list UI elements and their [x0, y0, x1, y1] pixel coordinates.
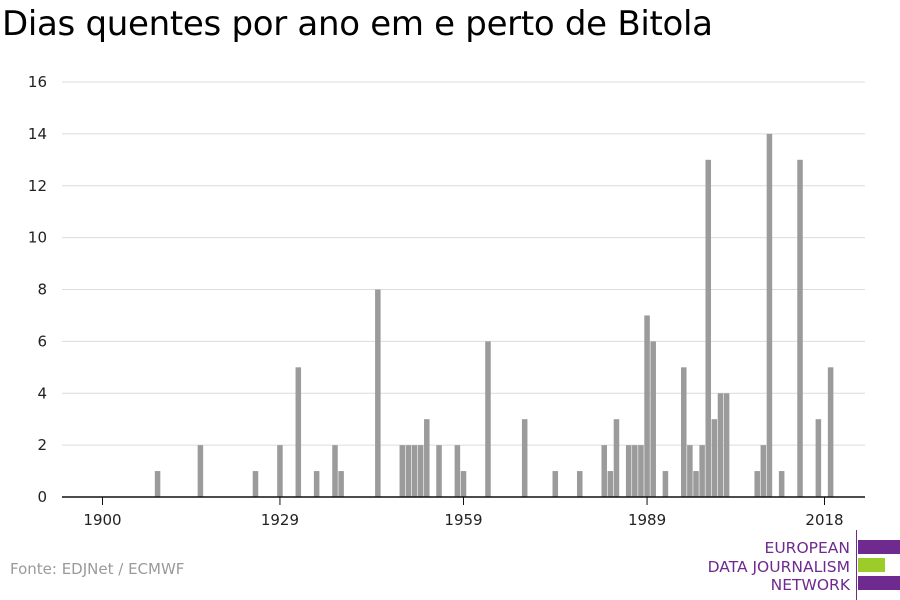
- x-tick-label: 1989: [628, 511, 666, 529]
- bar-1987[interactable]: [632, 445, 638, 498]
- logo-line-2: DATA JOURNALISM: [707, 558, 850, 576]
- y-tick-label: 16: [28, 73, 47, 91]
- bar-2007[interactable]: [754, 471, 760, 497]
- bar-1986[interactable]: [625, 445, 632, 498]
- axes: 0 2 4 6 8 10 12 14 16 1900 1929 1959 1989 2018: [28, 73, 865, 529]
- bar-1938[interactable]: [332, 445, 338, 498]
- bar-1982[interactable]: [601, 445, 607, 498]
- bar-1958[interactable]: [454, 445, 461, 498]
- bar-2000[interactable]: [711, 419, 718, 497]
- bar-1997[interactable]: [693, 471, 699, 497]
- bar-1988[interactable]: [638, 445, 644, 498]
- logo-bar-purple-bottom: [858, 576, 900, 590]
- bar-1998[interactable]: [699, 445, 705, 498]
- bar-1989[interactable]: [644, 315, 650, 497]
- bar-1983[interactable]: [607, 471, 614, 497]
- bar-1932[interactable]: [295, 367, 302, 497]
- x-tick-label: 2018: [805, 511, 843, 529]
- bar-1996[interactable]: [687, 445, 693, 498]
- bar-1953[interactable]: [424, 419, 430, 497]
- bar-1955[interactable]: [436, 445, 442, 498]
- bar-1929[interactable]: [277, 445, 283, 498]
- y-tick-label: 4: [37, 384, 47, 402]
- y-tick-label: 8: [37, 281, 47, 299]
- bar-2009[interactable]: [766, 133, 773, 498]
- bar-1939[interactable]: [338, 471, 344, 497]
- bar-2019[interactable]: [827, 367, 834, 497]
- edjnet-logo[interactable]: EUROPEAN DATA JOURNALISM NETWORK: [700, 530, 900, 600]
- bar-1999[interactable]: [705, 159, 712, 497]
- bar-1992[interactable]: [662, 471, 669, 497]
- bar-1959[interactable]: [460, 471, 467, 497]
- bar-2011[interactable]: [778, 471, 785, 497]
- bar-1935[interactable]: [313, 471, 320, 497]
- bar-2002[interactable]: [723, 393, 730, 497]
- y-tick-label: 10: [28, 229, 47, 247]
- bar-1909[interactable]: [154, 471, 161, 497]
- bar-1974[interactable]: [552, 471, 559, 497]
- bar-1969[interactable]: [521, 419, 528, 497]
- bar-1984[interactable]: [613, 419, 620, 497]
- source-note: Fonte: EDJNet / ECMWF: [10, 560, 185, 578]
- bar-2014[interactable]: [797, 159, 803, 497]
- bar-1916[interactable]: [197, 445, 204, 498]
- bar-2017[interactable]: [815, 419, 822, 497]
- bar-1952[interactable]: [417, 445, 424, 498]
- bar-1950[interactable]: [405, 445, 412, 498]
- y-tick-label: 6: [37, 332, 47, 350]
- bars: [154, 133, 834, 498]
- bar-1990[interactable]: [650, 341, 656, 498]
- bar-1951[interactable]: [411, 445, 418, 498]
- logo-line-3: NETWORK: [770, 576, 850, 594]
- x-tick-label: 1929: [261, 511, 299, 529]
- logo-line-1: EUROPEAN: [764, 539, 850, 557]
- bar-1978[interactable]: [576, 471, 583, 497]
- bar-1925[interactable]: [252, 471, 259, 497]
- logo-bar-purple-top: [858, 540, 900, 554]
- logo-bar-green: [858, 558, 885, 572]
- bar-1949[interactable]: [399, 445, 406, 498]
- bar-1995[interactable]: [681, 367, 687, 497]
- gridlines: [62, 81, 865, 446]
- y-tick-label: 14: [28, 125, 47, 143]
- y-tick-label: 12: [28, 177, 47, 195]
- y-tick-label: 0: [37, 488, 47, 506]
- x-tick-label: 1959: [444, 511, 482, 529]
- x-tick-label: 1900: [83, 511, 121, 529]
- bar-1963[interactable]: [485, 341, 491, 498]
- y-tick-label: 2: [37, 436, 47, 454]
- bar-2001[interactable]: [717, 393, 724, 497]
- logo-divider: [856, 530, 857, 600]
- chart-title: Dias quentes por ano em e perto de Bitol…: [2, 4, 713, 44]
- bar-2008[interactable]: [760, 445, 767, 498]
- bar-1945[interactable]: [375, 289, 381, 498]
